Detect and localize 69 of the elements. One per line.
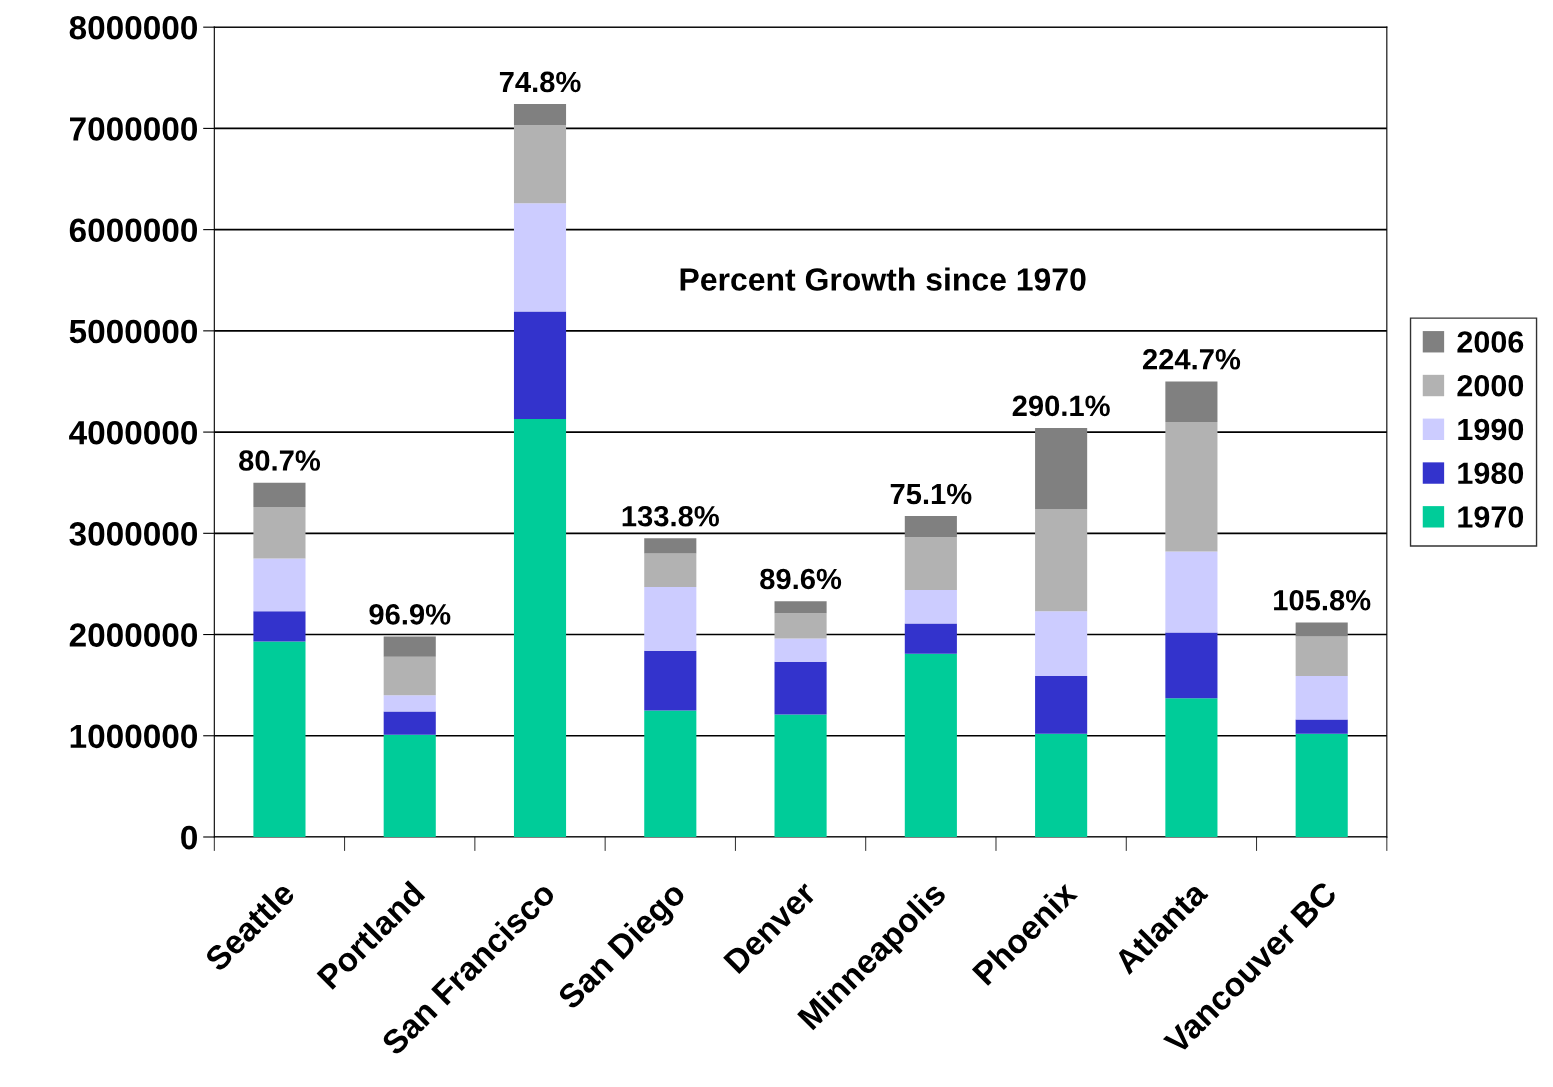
annotation: 105.8% <box>1274 589 1371 611</box>
y-tick-label: 5000000 <box>69 319 197 344</box>
bar <box>253 506 306 559</box>
y-tick-label: 6000000 <box>69 218 197 243</box>
legend-label: 2000 <box>1457 374 1524 397</box>
bar <box>1035 428 1088 510</box>
y-tick-label: 0 <box>181 825 197 850</box>
bar <box>904 516 957 538</box>
bar <box>644 553 697 587</box>
bar <box>774 638 827 662</box>
bar <box>253 611 306 642</box>
bar <box>513 125 567 204</box>
bar <box>904 623 957 654</box>
bar <box>1165 381 1218 422</box>
y-tick-label: 7000000 <box>70 117 197 141</box>
bar <box>904 537 957 590</box>
annotation: 133.8% <box>622 505 719 527</box>
bar <box>1165 551 1218 633</box>
bar <box>383 656 436 696</box>
annotation: 80.7% <box>239 450 321 471</box>
y-tick-label: 2000000 <box>69 623 197 647</box>
annotation: 290.1% <box>1012 395 1110 417</box>
legend-label: 1970 <box>1458 506 1524 528</box>
y-tick-label: 4000000 <box>69 420 197 445</box>
bar <box>904 590 957 624</box>
bar <box>1165 698 1218 837</box>
bar <box>253 482 306 507</box>
bar <box>774 661 827 715</box>
bar <box>513 203 567 312</box>
bar <box>383 711 436 735</box>
annotation: 75.1% <box>890 483 972 505</box>
legend-label: 1990 <box>1458 418 1524 441</box>
y-tick-label: 3000000 <box>69 522 197 546</box>
bar <box>513 104 567 126</box>
annotation: 224.7% <box>1142 348 1241 370</box>
legend-label: 2006 <box>1457 331 1524 353</box>
annotation: 74.8% <box>499 71 581 93</box>
bar <box>644 710 697 837</box>
bar <box>644 650 697 711</box>
bar <box>383 636 436 657</box>
bar <box>904 653 957 837</box>
bar <box>1165 632 1218 699</box>
bar <box>774 714 827 837</box>
bar <box>644 538 697 554</box>
bar <box>513 311 567 419</box>
bar <box>1295 636 1348 677</box>
bar <box>1295 622 1348 637</box>
y-tick-label: 8000000 <box>69 15 197 40</box>
bar <box>1295 733 1348 837</box>
bar <box>1295 676 1348 720</box>
y-tick-label: 1000000 <box>70 724 197 749</box>
bar <box>513 418 567 837</box>
annotation: 89.6% <box>760 568 842 590</box>
bar <box>253 558 306 612</box>
legend-label: 1980 <box>1458 462 1524 485</box>
bar <box>774 613 827 639</box>
bar <box>774 601 827 614</box>
bar <box>383 695 436 712</box>
bar <box>1165 421 1218 552</box>
bar <box>1035 733 1088 837</box>
bar <box>644 586 697 651</box>
annotation: Percent Growth since 1970 <box>680 267 1086 291</box>
bar <box>253 641 306 837</box>
bar <box>1035 509 1088 612</box>
bar <box>1295 719 1348 734</box>
bar <box>383 734 436 837</box>
bar <box>1035 611 1088 677</box>
bar <box>1035 676 1088 734</box>
annotation: 96.9% <box>369 604 451 625</box>
